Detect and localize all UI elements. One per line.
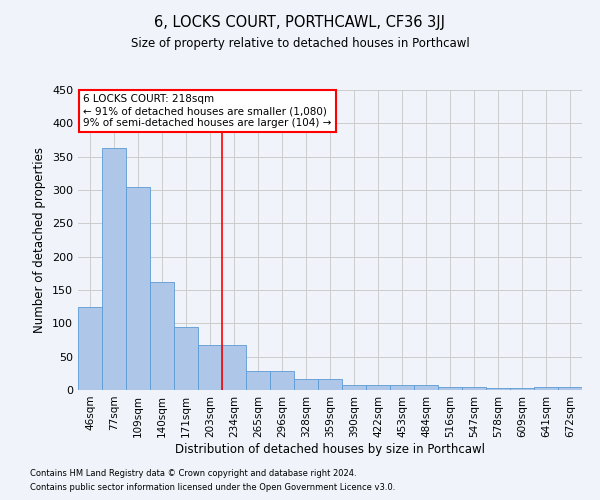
Bar <box>414 386 438 390</box>
Bar <box>78 306 102 390</box>
Bar <box>534 388 558 390</box>
Text: Size of property relative to detached houses in Porthcawl: Size of property relative to detached ho… <box>131 38 469 51</box>
Bar <box>198 344 222 390</box>
Bar <box>342 384 366 390</box>
Text: 6 LOCKS COURT: 218sqm
← 91% of detached houses are smaller (1,080)
9% of semi-de: 6 LOCKS COURT: 218sqm ← 91% of detached … <box>83 94 331 128</box>
Bar <box>462 388 486 390</box>
Bar <box>246 372 270 390</box>
Bar <box>318 378 342 390</box>
Bar <box>510 388 534 390</box>
Text: Contains HM Land Registry data © Crown copyright and database right 2024.: Contains HM Land Registry data © Crown c… <box>30 468 356 477</box>
Bar <box>366 386 390 390</box>
Text: Contains public sector information licensed under the Open Government Licence v3: Contains public sector information licen… <box>30 484 395 492</box>
Bar <box>486 388 510 390</box>
Bar <box>390 386 414 390</box>
Text: 6, LOCKS COURT, PORTHCAWL, CF36 3JJ: 6, LOCKS COURT, PORTHCAWL, CF36 3JJ <box>155 15 445 30</box>
Bar <box>174 328 198 390</box>
Bar <box>438 386 462 390</box>
Bar <box>558 388 582 390</box>
Y-axis label: Number of detached properties: Number of detached properties <box>34 147 46 333</box>
Bar <box>270 372 294 390</box>
Bar <box>150 282 174 390</box>
Bar <box>126 186 150 390</box>
X-axis label: Distribution of detached houses by size in Porthcawl: Distribution of detached houses by size … <box>175 442 485 456</box>
Bar <box>294 378 318 390</box>
Bar <box>222 344 246 390</box>
Bar <box>102 148 126 390</box>
